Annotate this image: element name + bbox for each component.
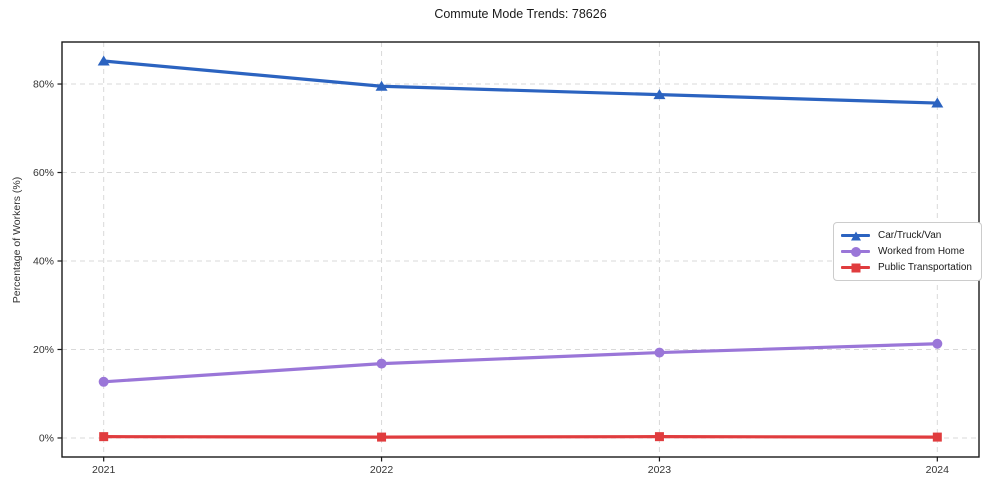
chart-title: Commute Mode Trends: 78626 [434, 7, 607, 21]
y-tick-label: 80% [33, 79, 54, 91]
series-line-triangle [103, 59, 938, 105]
series-line-circle [103, 342, 938, 384]
circle-marker-icon [654, 347, 665, 358]
x-tick-label: 2022 [370, 464, 394, 476]
square-marker-icon [377, 432, 387, 442]
y-tick-label: 40% [33, 256, 54, 268]
legend-item-label: Worked from Home [878, 246, 965, 257]
x-tick-label: 2021 [92, 464, 116, 476]
triangle-marker-icon [97, 55, 110, 66]
y-tick-label: 60% [33, 167, 54, 179]
square-marker-icon [654, 432, 664, 442]
legend-line-sample [841, 229, 870, 242]
y-tick-label: 20% [33, 344, 54, 356]
circle-marker-icon [98, 376, 109, 387]
square-marker-icon [99, 432, 109, 442]
legend-item-label: Car/Truck/Van [878, 230, 942, 241]
square-marker-icon [851, 263, 860, 272]
x-tick-label: 2023 [648, 464, 672, 476]
triangle-marker-icon [653, 89, 666, 100]
triangle-marker-icon [850, 231, 861, 240]
triangle-marker-icon [931, 97, 944, 108]
legend-item-circle: Worked from Home [841, 245, 972, 258]
circle-marker-icon [850, 246, 861, 257]
circle-marker-icon [932, 338, 943, 349]
triangle-marker-icon [375, 80, 388, 91]
circle-marker-icon [376, 358, 387, 369]
legend-line-sample [841, 261, 870, 274]
legend-item-label: Public Transportation [878, 262, 972, 273]
legend-item-square: Public Transportation [841, 261, 972, 274]
legend-line-sample [841, 245, 870, 258]
y-tick-label: 0% [39, 432, 54, 444]
legend-item-triangle: Car/Truck/Van [841, 229, 972, 242]
x-tick-label: 2024 [926, 464, 950, 476]
square-marker-icon [932, 432, 942, 442]
legend: Car/Truck/Van Worked from Home Public Tran… [833, 222, 982, 281]
